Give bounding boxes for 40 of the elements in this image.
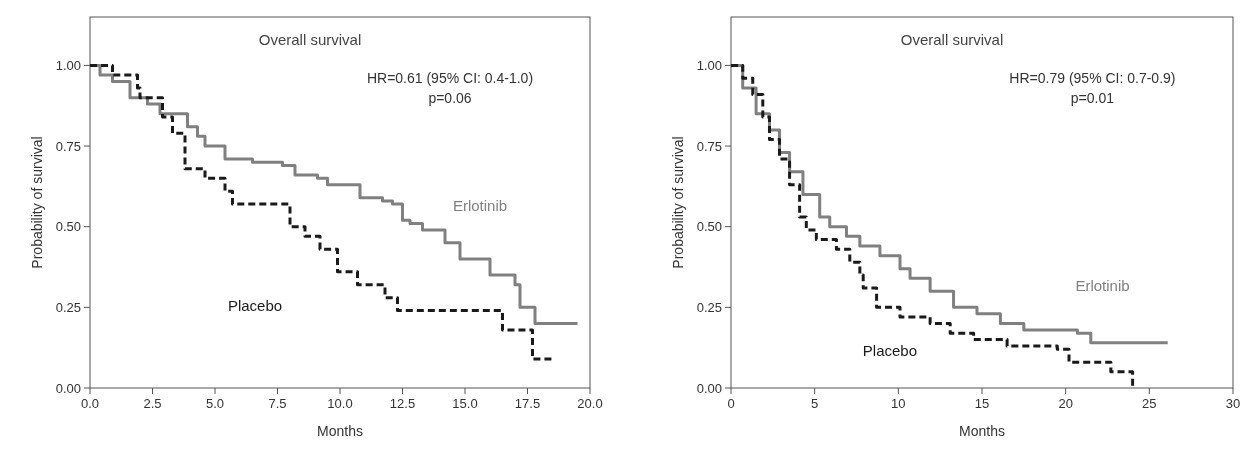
annotation: HR=0.79 (95% CI: 0.7-0.9) — [1009, 70, 1176, 86]
y-tick-label: 0.50 — [696, 219, 722, 235]
x-tick-label: 30 — [1225, 396, 1241, 411]
x-tick-label: 17.5 — [514, 396, 541, 411]
series-label: Erlotinib — [452, 196, 508, 214]
y-axis-title: Probability of survival — [670, 136, 686, 269]
y-tick-label: 0.25 — [696, 299, 722, 315]
y-tick-label: 1.00 — [696, 57, 722, 73]
x-tick-label: 0.0 — [80, 396, 100, 411]
annotation: p=0.01 — [1070, 90, 1115, 106]
y-tick-label: 0.00 — [696, 380, 722, 396]
annotation: HR=0.61 (95% CI: 0.4-1.0) — [366, 70, 534, 86]
x-tick-label: 25 — [1142, 396, 1157, 411]
x-tick-label: 20 — [1058, 396, 1073, 411]
x-tick-label: 20.0 — [577, 396, 603, 411]
text: Erlotinib — [1075, 277, 1130, 295]
series-label: Placebo — [862, 341, 918, 359]
x-tick-label: 5 — [811, 396, 819, 411]
x-axis-title: Months — [959, 423, 1005, 439]
x-tick-label: 2.5 — [143, 396, 162, 411]
annotation: p=0.06 — [428, 90, 472, 106]
annotation: Overall survival — [900, 31, 1004, 48]
x-tick-label: 10 — [891, 396, 906, 411]
x-tick-label: 15.0 — [452, 396, 478, 411]
y-tick-label: 0.25 — [55, 299, 81, 315]
x-tick-label: 7.5 — [268, 396, 287, 411]
x-axis-title: Months — [317, 423, 363, 439]
text: Placebo — [227, 296, 283, 314]
y-tick-label: 0.75 — [55, 138, 81, 154]
x-tick-label: 12.5 — [389, 396, 416, 411]
x-tick-label: 15 — [974, 396, 990, 411]
annotation: Overall survival — [258, 31, 362, 48]
y-tick-label: 1.00 — [55, 57, 81, 73]
y-tick-label: 0.00 — [55, 380, 81, 396]
x-tick-label: 0 — [727, 396, 735, 411]
y-tick-label: 0.50 — [55, 219, 81, 235]
y-axis-title: Probability of survival — [29, 136, 45, 269]
y-tick-label: 0.75 — [696, 138, 722, 154]
x-tick-label: 10.0 — [327, 396, 353, 411]
x-tick-label: 5.0 — [205, 396, 225, 411]
